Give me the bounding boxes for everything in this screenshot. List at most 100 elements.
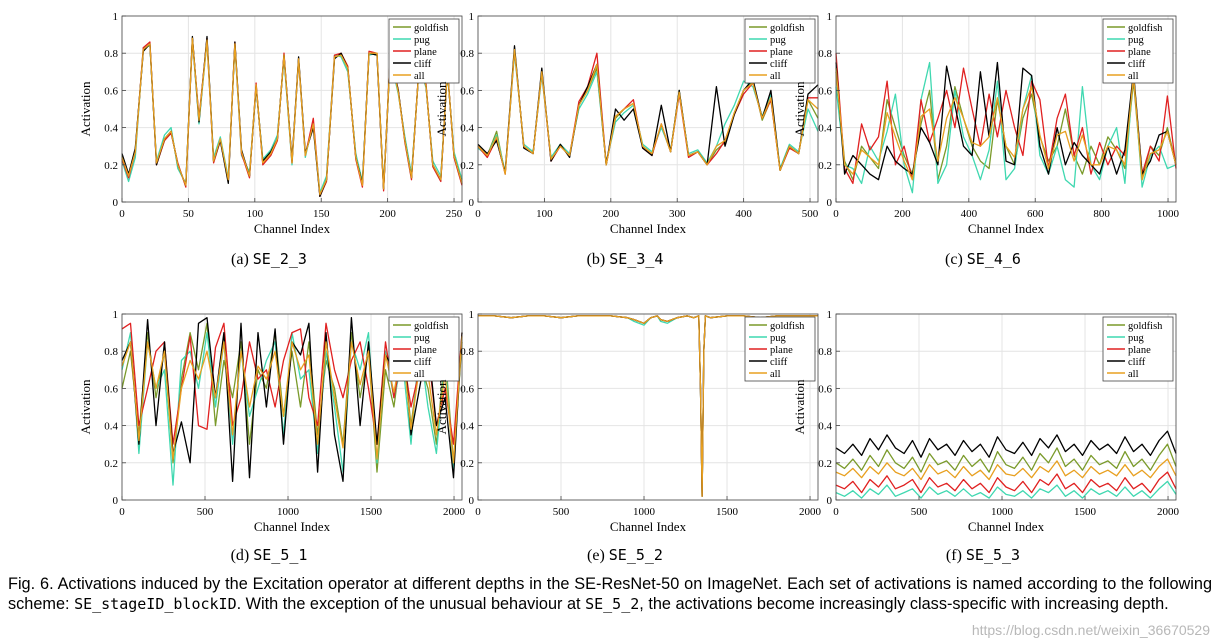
x-axis-label: Channel Index [254,221,331,236]
legend-entry-goldfish: goldfish [1128,23,1163,34]
series-line-cliff [835,61,1177,181]
legend-entry-all: all [770,369,781,380]
subplot-letter: (e) [587,547,605,564]
y-tick-label: 0.2 [460,160,474,172]
x-tick-label: 0 [119,506,125,518]
subplot-letter: (b) [586,251,606,268]
chart-svg: 0 50 100 150 200 250 0 0.2 0.4 0.6 0.8 1 Channel Ind… [78,11,463,236]
y-axis-label: Activation [434,81,449,136]
subplot-caption: (f) SE_5_3 [780,546,1186,565]
x-tick-label: 200 [379,208,396,220]
legend-entry-plane: plane [770,47,793,58]
series-line-pug [835,480,1177,499]
x-axis-label: Channel Index [610,221,687,236]
y-tick-label: 0.8 [460,48,474,60]
legend-entry-cliff: cliff [770,357,788,368]
y-tick-label: 0.6 [460,85,474,97]
x-tick-label: 1500 [1074,506,1097,518]
x-tick-label: 0 [833,506,839,518]
legend-entry-goldfish: goldfish [414,321,449,332]
subplot-name: SE_4_6 [966,250,1021,268]
caption-middle: . With the exception of the unusual beha… [236,595,586,613]
y-tick-label: 0.4 [818,421,832,433]
y-tick-label: 0.8 [460,346,474,358]
subplot-letter: (d) [230,547,250,564]
series-line-all [477,48,819,175]
series-line-all [478,315,818,497]
y-tick-label: 0 [827,197,833,209]
y-tick-label: 0.8 [818,48,832,60]
subplot-letter: (c) [945,251,963,268]
x-tick-label: 800 [1093,208,1110,220]
y-tick-label: 0.6 [818,85,832,97]
x-tick-label: 300 [669,208,686,220]
y-tick-label: 0.4 [460,123,474,135]
chart-svg: 0 500 1000 1500 2000 0 0.2 0.4 0.6 0.8 1 Channel In… [78,309,466,534]
subplot-name: SE_3_4 [609,250,664,268]
legend-entry-pug: pug [1128,333,1145,344]
x-tick-label: 0 [475,208,481,220]
x-tick-label: 200 [603,208,620,220]
subplot-caption: (e) SE_5_2 [422,546,828,565]
chart-svg: 0 200 400 600 800 1000 0 0.2 0.4 0.6 0.8 1 Channel I… [792,11,1180,236]
x-tick-label: 50 [183,208,195,220]
legend-entry-goldfish: goldfish [1128,321,1163,332]
axes-frame [121,313,463,501]
subplot-name: SE_5_2 [608,546,663,564]
legend-entry-all: all [414,369,425,380]
legend-entry-plane: plane [1128,345,1151,356]
axes-frame [835,313,1177,501]
y-tick-label: 0 [469,197,475,209]
y-tick-label: 0 [113,495,119,507]
y-tick-label: 0.8 [104,346,118,358]
y-tick-label: 1 [827,309,833,321]
x-tick-label: 0 [119,208,125,220]
x-axis-label: Channel Index [968,519,1045,534]
legend-entry-all: all [1128,369,1139,380]
legend-entry-goldfish: goldfish [770,321,805,332]
x-tick-label: 400 [735,208,752,220]
y-tick-label: 0.4 [818,123,832,135]
caption-prefix: Fig. 6. Activations induced by the Excit… [8,575,1212,613]
series-line-cliff [835,430,1177,458]
legend-entry-pug: pug [1128,35,1145,46]
legend-entry-pug: pug [414,35,431,46]
legend-entry-plane: plane [414,345,437,356]
x-tick-label: 500 [802,208,819,220]
x-tick-label: 1500 [360,506,383,518]
x-axis-label: Channel Index [254,519,331,534]
x-tick-label: 1000 [1157,208,1180,220]
legend-entry-pug: pug [414,333,431,344]
y-tick-label: 0.6 [818,383,832,395]
subplot-name: SE_2_3 [252,250,307,268]
legend-box [1102,18,1174,84]
subplot-se-5-1: 0 500 1000 1500 2000 0 0.2 0.4 0.6 0.8 1 Channel In… [66,298,472,588]
y-tick-label: 1 [827,11,833,23]
y-tick-label: 0.2 [104,458,118,470]
series-line-pug [835,61,1177,194]
legend-entry-cliff: cliff [770,59,788,70]
x-tick-label: 1000 [991,506,1014,518]
y-tick-label: 0.6 [104,85,118,97]
series-line-all [121,37,463,196]
y-tick-label: 0 [469,495,475,507]
subplot-caption: (a) SE_2_3 [66,250,472,269]
subplot-se-5-3: 0 500 1000 1500 2000 0 0.2 0.4 0.6 0.8 1 Channel In… [780,298,1186,588]
y-tick-label: 0.2 [818,458,832,470]
x-tick-label: 100 [247,208,264,220]
x-tick-label: 250 [446,208,463,220]
y-tick-label: 1 [469,309,475,321]
y-tick-label: 0.8 [104,48,118,60]
x-tick-label: 500 [553,506,570,518]
y-tick-label: 0.6 [104,383,118,395]
caption-suffix: , the activations become increasingly cl… [639,595,1169,613]
x-tick-label: 2000 [443,506,466,518]
y-tick-label: 1 [113,309,119,321]
y-tick-label: 0.8 [818,346,832,358]
x-tick-label: 500 [911,506,928,518]
